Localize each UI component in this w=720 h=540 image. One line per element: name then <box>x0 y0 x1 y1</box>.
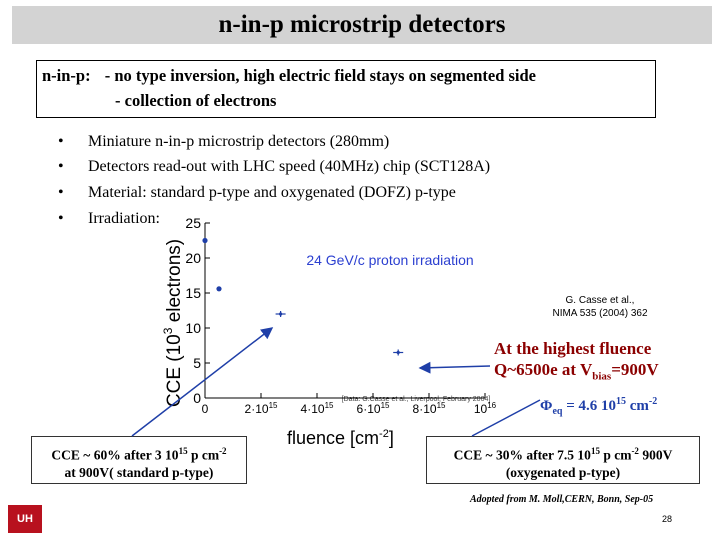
data-points <box>202 237 404 356</box>
x-tick-label: 0 <box>202 402 209 416</box>
left-note-line-2: at 900V( standard p-type) <box>64 464 214 480</box>
bullet-item: • Material: standard p-type and oxygenate… <box>58 184 456 202</box>
callout-line-1: At the highest fluence <box>494 339 652 358</box>
left-note-line-1: CCE ~ 60% after 3 1015 p cm-2 <box>51 446 227 463</box>
intro-line-1: n-in-p: - no type inversion, high electr… <box>42 66 536 86</box>
x-tick-label: 1016 <box>474 401 497 416</box>
y-tick-label: 0 <box>193 390 201 406</box>
x-tick-label: 2·1015 <box>245 401 278 416</box>
highest-fluence-callout: At the highest fluence Q~6500e at Vbias=… <box>494 338 694 387</box>
axes <box>204 223 485 399</box>
chart-title: 24 GeV/c proton irradiation <box>306 252 473 268</box>
data-point-center <box>279 312 283 316</box>
left-note-box: CCE ~ 60% after 3 1015 p cm-2 at 900V( s… <box>31 436 247 484</box>
right-note-box: CCE ~ 30% after 7.5 1015 p cm-2 900V (ox… <box>426 436 700 484</box>
data-point <box>216 286 222 292</box>
y-tick-label: 15 <box>185 285 201 301</box>
y-axis-label: CCE (103 electrons) <box>161 239 185 407</box>
cce-chart: CCE (103 electrons) 24 GeV/c proton irra… <box>161 215 497 416</box>
right-note-line-1: CCE ~ 30% after 7.5 1015 p cm-2 900V <box>453 446 673 463</box>
intro-line-1-text: - no type inversion, high electric field… <box>104 66 536 85</box>
right-note-line-2: (oxygenated p-type) <box>505 464 621 480</box>
bullet-item: • Detectors read-out with LHC speed (40MH… <box>58 158 490 176</box>
reference-citation: G. Casse et al., NIMA 535 (2004) 362 <box>520 294 680 320</box>
y-tick-label: 10 <box>185 320 201 336</box>
x-tick-label: 6·1015 <box>357 401 390 416</box>
bullet-icon: • <box>58 184 64 201</box>
adopted-credit: Adopted from M. Moll,CERN, Bonn, Sep-05 <box>470 494 654 505</box>
ticks: 0 5 10 15 20 25 0 2·1015 4·1015 6·1015 8·1015 1016 <box>185 215 496 416</box>
phi-eq-label: Φeq = 4.6 1015 cm-2 <box>540 396 658 417</box>
bullet-text: Irradiation: <box>88 210 160 227</box>
data-point <box>275 311 286 317</box>
intro-box <box>36 60 656 118</box>
callout-line-2: Q~6500e at Vbias=900V <box>494 360 659 383</box>
bottom-right-arrow <box>471 399 541 437</box>
data-point <box>393 349 404 356</box>
x-axis-label: fluence [cm-2] <box>287 428 394 448</box>
y-tick-label: 20 <box>185 250 201 266</box>
university-logo: UH <box>8 505 42 533</box>
x-tick-label: 8·1015 <box>413 401 446 416</box>
left-arrow <box>131 327 274 437</box>
data-credit: [Data: G.Casse et al., Liverpool, Februa… <box>342 396 491 403</box>
x-tick-label: 4·1015 <box>301 401 334 416</box>
bullet-text: Detectors read-out with LHC speed (40MHz… <box>88 158 491 175</box>
data-point <box>202 237 208 244</box>
bullet-item: • Miniature n-in-p microstrip detectors (… <box>58 133 389 151</box>
bullet-text: Miniature n-in-p microstrip detectors (2… <box>88 133 390 150</box>
page-number: 28 <box>662 514 673 524</box>
bullet-icon: • <box>58 158 64 175</box>
y-tick-label: 25 <box>185 215 201 231</box>
intro-line-2: - collection of electrons <box>115 91 277 110</box>
y-tick-label: 5 <box>193 355 201 371</box>
intro-label: n-in-p: <box>42 66 91 85</box>
bullet-icon: • <box>58 133 64 150</box>
title-bar <box>12 6 712 44</box>
right-arrow <box>418 361 491 374</box>
reference-line-2: NIMA 535 (2004) 362 <box>552 308 648 319</box>
page-title: n-in-p microstrip detectors <box>218 11 506 38</box>
bullet-icon: • <box>58 210 64 227</box>
data-point-center <box>396 350 400 355</box>
bullet-item: • Irradiation: <box>58 210 160 228</box>
bullet-text: Material: standard p-type and oxygenated… <box>88 184 456 201</box>
reference-line-1: G. Casse et al., <box>565 295 635 306</box>
